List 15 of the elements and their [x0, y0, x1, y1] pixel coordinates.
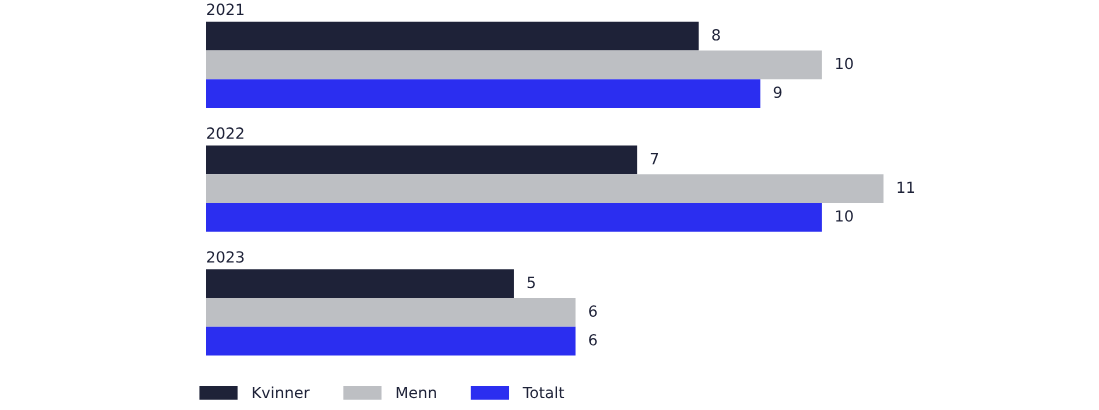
data-label: 10: [836, 57, 853, 70]
data-label: 6: [589, 305, 597, 317]
data-label: 5: [527, 276, 535, 289]
legend-label: Totalt: [522, 386, 565, 399]
y-tick-label: 2023: [207, 251, 244, 263]
data-label: 9: [773, 86, 782, 99]
data-label: 6: [589, 334, 597, 346]
data-label: 11: [897, 181, 915, 193]
legend-label: Kvinner: [252, 386, 310, 399]
data-label: 7: [650, 153, 659, 165]
y-tick-label: 2021: [207, 3, 244, 16]
y-tick-label: 2022: [207, 127, 244, 139]
data-label: 10: [836, 210, 853, 222]
legend-label: Menn: [396, 386, 436, 399]
data-label: 8: [712, 29, 720, 41]
